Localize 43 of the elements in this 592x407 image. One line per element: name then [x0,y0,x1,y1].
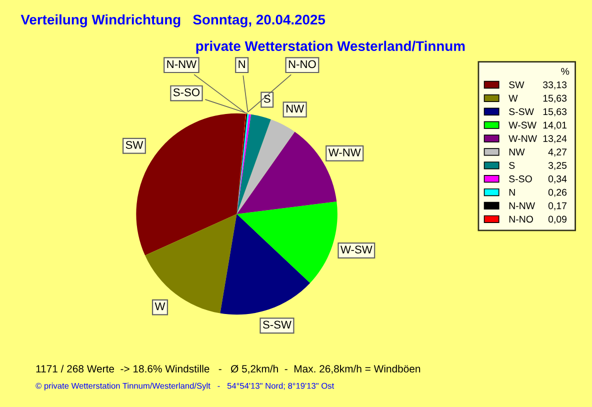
legend-label: S-SO [509,175,532,182]
data-label: 4,27 [548,148,566,157]
pie-slice [220,214,310,315]
legend-label: S [509,162,515,169]
slice-label: N-NW [167,60,197,68]
legend-title: % [561,68,570,75]
data-label: 0,34 [548,175,567,184]
slice-label: N-NO [288,60,316,68]
data-label: 13,24 [543,135,567,144]
pie-slice [236,114,271,214]
legend-label: SW [509,81,524,88]
slice-label: SW [126,140,144,149]
text: 1171 / 268 Werte -> 18.6% Windstille - Ø 5,2km/h - Max. 26,8km/h = Windböen [36,364,420,374]
slice-label: S-SO [173,88,200,96]
pie-slice [236,119,295,214]
data-label: 33,13 [543,81,567,90]
data-label: 0,17 [548,202,566,210]
legend-label: N-NO [509,216,533,223]
chart-title: Verteilung Windrichtung Sonntag, 20.04.2025 [20,14,326,28]
legend-label: W-SW [508,122,536,129]
slice-label: NW [286,104,304,112]
chart-subtitle: private Wetterstation Westerland/Tinnum [196,40,465,54]
legend-label: NW [509,148,525,156]
pie-slice [236,201,338,283]
slice-label: S [264,94,270,103]
legend-label: S-SW [509,108,534,116]
legend-label: W [508,94,518,102]
slice-label: W-NW [328,148,361,156]
data-label: 14,01 [543,122,566,130]
legend-label: N [509,188,515,196]
text: © private Wetterstation Tinnum/Westerland/Sylt - 54°54'13" Nord; 8°19'13" Ost [36,382,334,390]
slice-label: S-SW [262,320,292,329]
slice-label: N [238,60,245,68]
slice-label: W-SW [340,246,372,254]
data-label: 15,63 [543,108,567,116]
legend-label: N-NW [509,202,536,210]
legend-label: W-NW [508,135,538,142]
slice-label: W [154,302,166,310]
pie-slice [145,214,237,314]
data-label: 0,09 [548,216,567,224]
data-label: 3,25 [548,162,567,170]
data-label: 15,63 [543,94,567,103]
data-label: 0,26 [548,188,567,197]
